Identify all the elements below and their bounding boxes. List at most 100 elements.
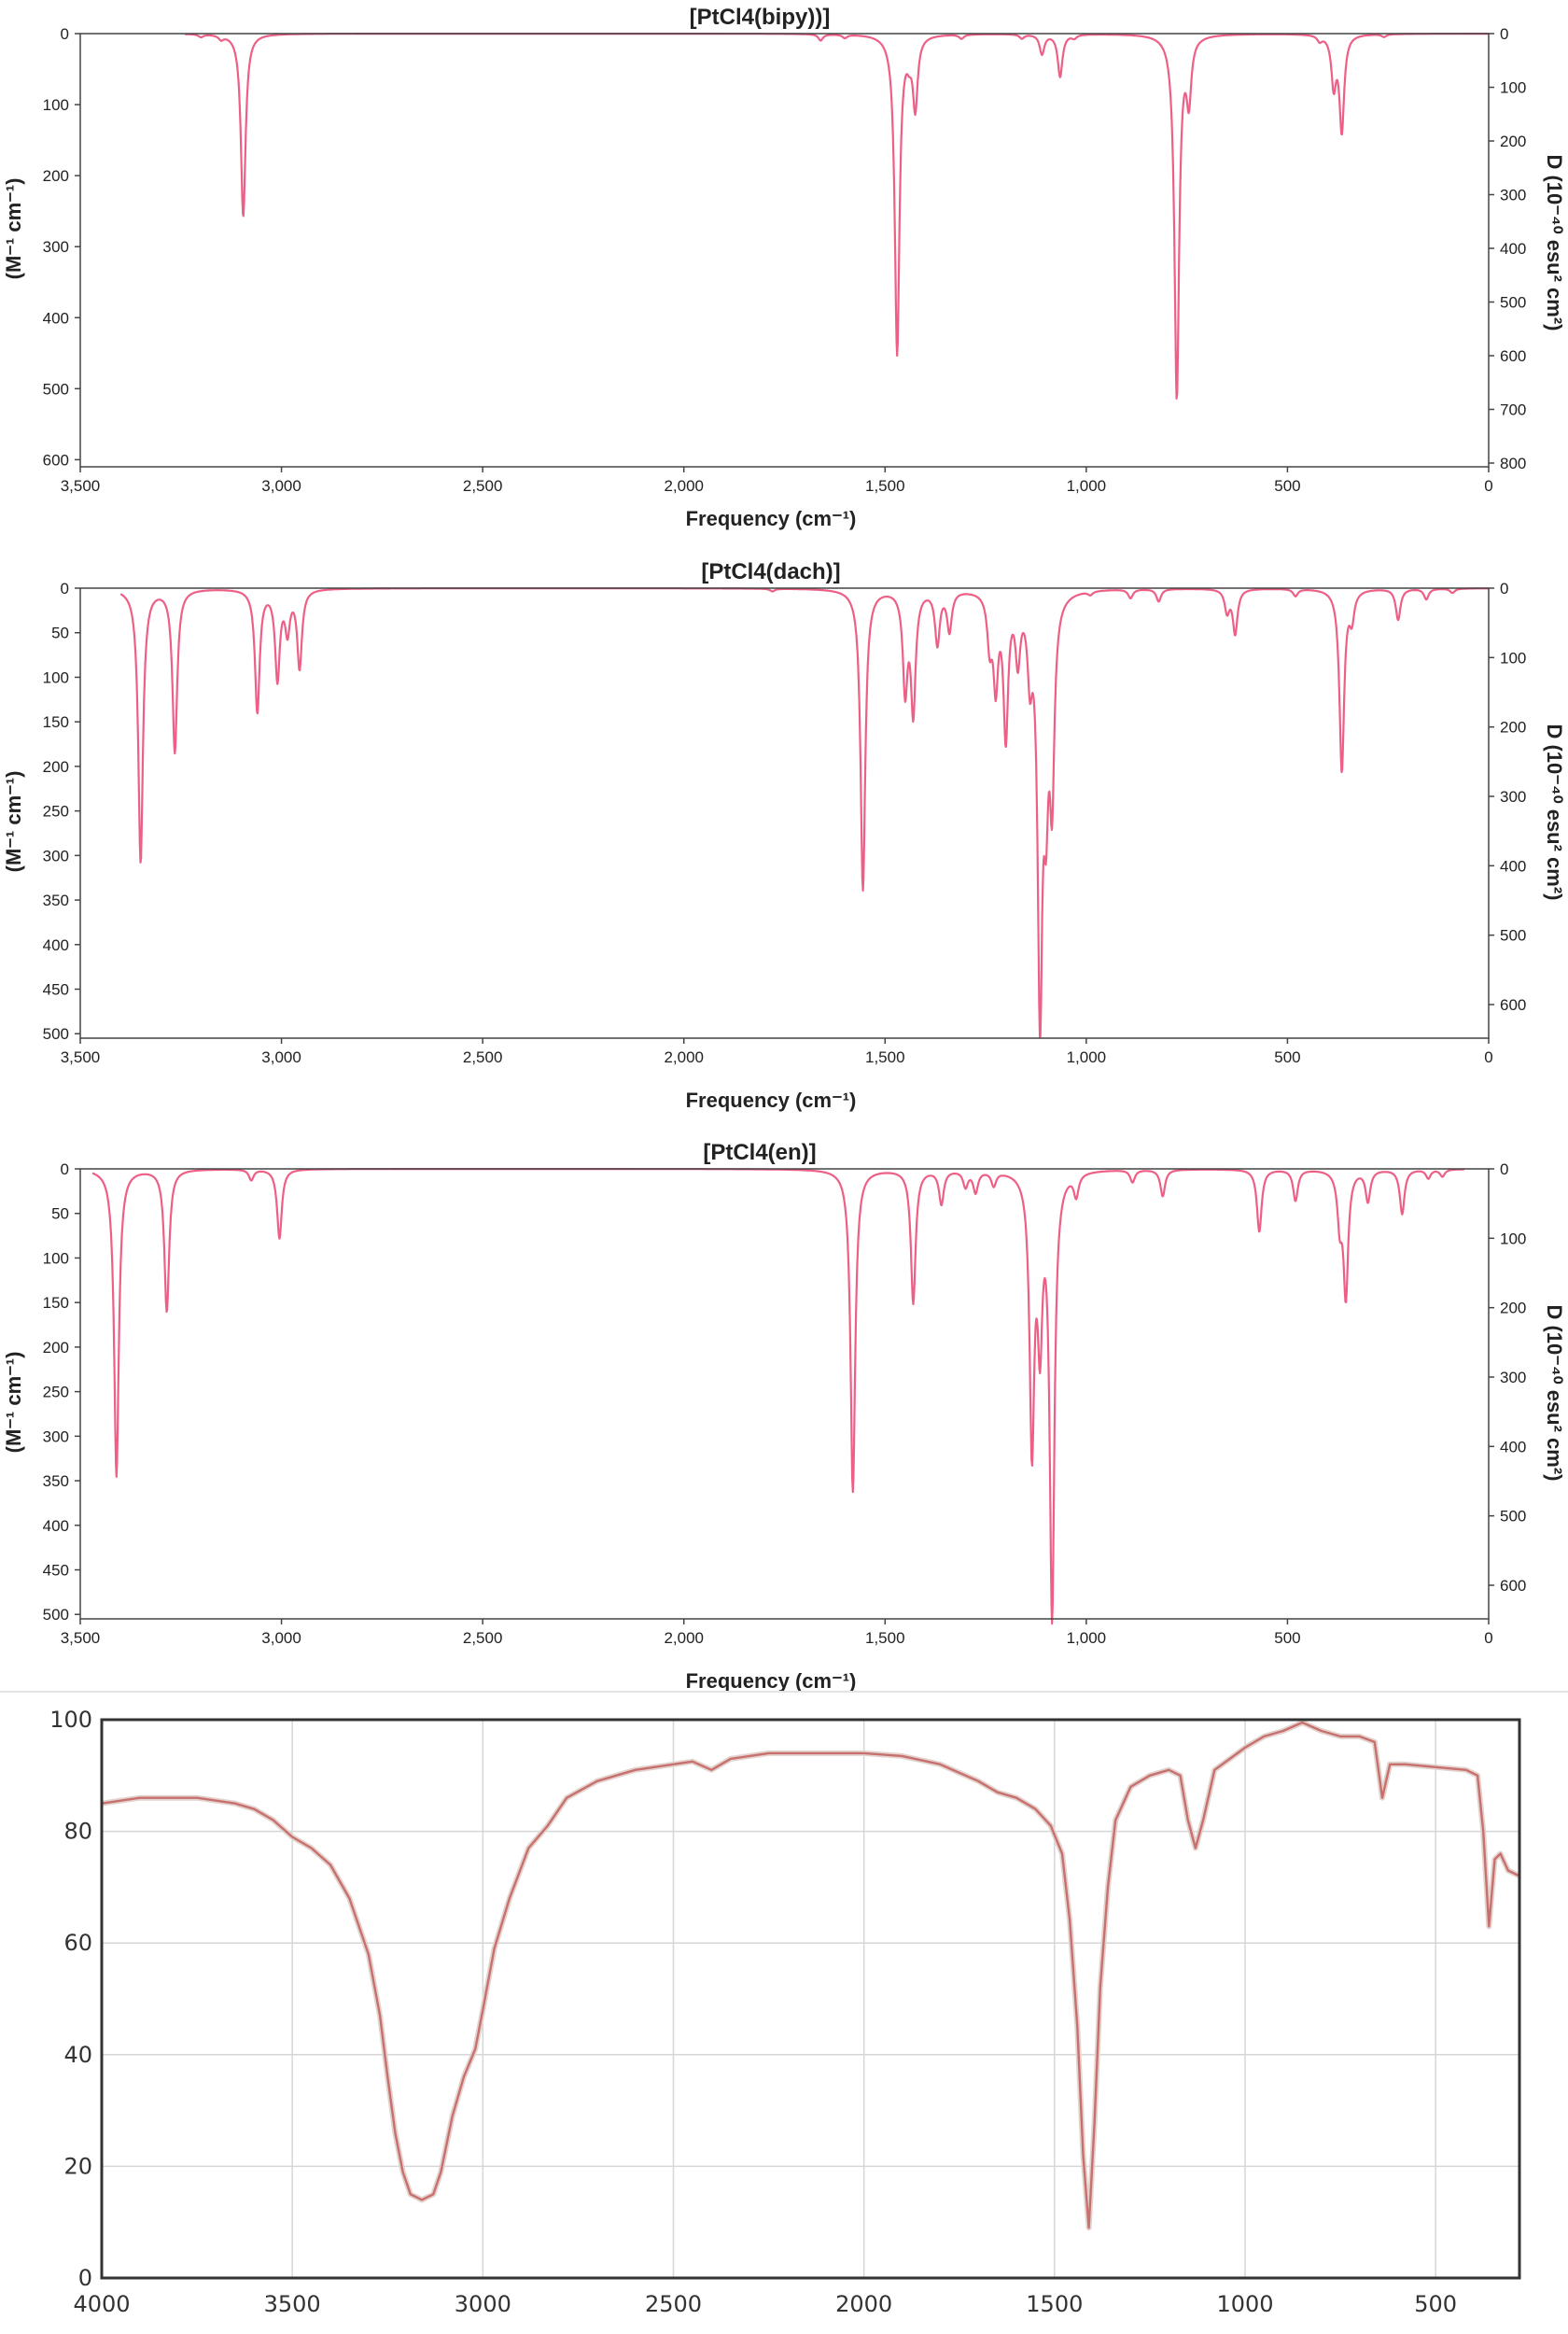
x-tick-label: 2,000 [664, 1629, 704, 1647]
y-left-tick-label: 600 [43, 451, 69, 469]
x-tick-label: 500 [1274, 477, 1300, 495]
grid-lines [101, 1719, 1519, 2279]
x-tick-label: 0 [1484, 1048, 1492, 1066]
chart-title: [PtCl4(bipy))] [690, 5, 831, 30]
chart-panel-dach: [PtCl4(dach)] (M⁻¹ cm⁻¹) D (10⁻⁴⁰ esu² c… [2, 559, 1566, 1112]
y-tick-label: 20 [63, 2153, 92, 2179]
y-left-tick-label: 0 [61, 580, 69, 598]
spectrum-line [101, 1721, 1520, 2229]
y-tick-label: 100 [49, 1707, 92, 1733]
y-right-tick-label: 200 [1500, 1300, 1526, 1317]
x-tick-label: 3,500 [61, 1048, 101, 1066]
y-right-tick-label: 400 [1500, 857, 1526, 875]
tick-labels: 4000 3500 3000 2500 2000 1500 1000 500 0 20 40 60 80… [49, 1707, 1457, 2317]
y-left-tick-label: 450 [43, 1562, 69, 1580]
y-left-tick-label: 250 [43, 803, 69, 821]
x-tick-label: 2000 [835, 2291, 892, 2317]
x-tick-label: 2,500 [463, 1048, 503, 1066]
plot-frame [79, 1168, 1490, 1620]
tick-labels: 3,500 3,000 2,500 2,000 1,500 1,000 500 0 0 50 100… [43, 1160, 1527, 1647]
y-left-tick-label: 0 [61, 1160, 69, 1178]
x-axis-label: Frequency (cm⁻¹) [686, 507, 857, 530]
y-axis-left-label: (M⁻¹ cm⁻¹) [2, 771, 25, 873]
x-tick-label: 1,500 [865, 1629, 905, 1647]
y-right-tick-label: 0 [1500, 580, 1508, 598]
y-axis-right-label: D (10⁻⁴⁰ esu² cm²) [1543, 154, 1566, 330]
x-tick-label: 3500 [264, 2291, 321, 2317]
y-right-tick-label: 200 [1500, 133, 1526, 150]
plot-frame [79, 33, 1490, 468]
x-tick-label: 2500 [645, 2291, 702, 2317]
x-tick-label: 3,500 [61, 477, 101, 495]
y-right-tick-label: 600 [1500, 996, 1526, 1014]
spectrum-line [119, 587, 1489, 1038]
x-tick-label: 1000 [1216, 2291, 1273, 2317]
y-left-tick-label: 100 [43, 96, 69, 114]
y-right-tick-label: 300 [1500, 1369, 1526, 1386]
x-tick-label: 2,000 [664, 477, 704, 495]
y-axis-right-label: D (10⁻⁴⁰ esu² cm²) [1543, 1304, 1566, 1481]
y-right-tick-label: 300 [1500, 187, 1526, 204]
plot-frame [79, 587, 1490, 1039]
y-left-tick-label: 300 [43, 847, 69, 865]
x-axis-label: Frequency (cm⁻¹) [686, 1669, 857, 1693]
y-right-tick-label: 500 [1500, 294, 1526, 312]
y-left-tick-label: 350 [43, 892, 69, 909]
plot-frame [100, 1718, 1521, 2280]
y-left-tick-label: 100 [43, 1249, 69, 1267]
y-left-tick-label: 500 [43, 380, 69, 398]
spectrum-line-shadow [101, 1720, 1521, 2231]
y-right-tick-label: 500 [1500, 927, 1526, 945]
y-right-tick-label: 600 [1500, 1577, 1526, 1595]
chart-title: [PtCl4(dach)] [701, 559, 840, 584]
y-axis-left-label: (M⁻¹ cm⁻¹) [2, 178, 25, 280]
y-left-tick-label: 300 [43, 1427, 69, 1445]
y-tick-label: 80 [63, 1819, 92, 1845]
y-tick-label: 0 [78, 2265, 92, 2291]
y-left-tick-label: 50 [51, 1205, 69, 1223]
y-right-tick-label: 0 [1500, 1160, 1508, 1178]
x-tick-label: 500 [1274, 1048, 1300, 1066]
x-tick-label: 1,000 [1067, 477, 1107, 495]
y-left-tick-label: 450 [43, 981, 69, 999]
y-left-tick-label: 500 [43, 1606, 69, 1624]
y-left-tick-label: 200 [43, 167, 69, 185]
spectrum-line [184, 33, 1490, 400]
y-left-tick-label: 200 [43, 1339, 69, 1357]
y-left-tick-label: 50 [51, 625, 69, 642]
x-tick-label: 1500 [1026, 2291, 1083, 2317]
y-left-tick-label: 250 [43, 1384, 69, 1401]
tick-labels: 3,500 3,000 2,500 2,000 1,500 1,000 500 0 0 100 20… [43, 25, 1527, 495]
x-tick-label: 0 [1484, 477, 1492, 495]
y-right-tick-label: 100 [1500, 649, 1526, 667]
spectrum-line [91, 1168, 1465, 1625]
x-tick-label: 1,500 [865, 477, 905, 495]
y-right-tick-label: 200 [1500, 719, 1526, 737]
y-axis-left-label: (M⁻¹ cm⁻¹) [2, 1352, 25, 1454]
x-axis-label: Frequency (cm⁻¹) [686, 1089, 857, 1112]
y-right-tick-label: 800 [1500, 455, 1526, 472]
tick-labels: 3,500 3,000 2,500 2,000 1,500 1,000 500 0 0 50 100… [43, 580, 1527, 1066]
x-tick-label: 3,500 [61, 1629, 101, 1647]
x-tick-label: 3,000 [261, 477, 301, 495]
x-tick-label: 3000 [455, 2291, 511, 2317]
x-tick-label: 3,000 [261, 1048, 301, 1066]
y-left-tick-label: 350 [43, 1472, 69, 1490]
y-axis-right-label: D (10⁻⁴⁰ esu² cm²) [1543, 724, 1566, 900]
x-tick-label: 500 [1274, 1629, 1300, 1647]
y-left-tick-label: 400 [43, 1517, 69, 1535]
chart-panel-transmittance: 4000 3500 3000 2500 2000 1500 1000 500 0 20 40 60 80… [0, 1691, 1568, 2317]
x-tick-label: 2,000 [664, 1048, 704, 1066]
chart-title: [PtCl4(en)] [703, 1140, 816, 1165]
y-right-tick-label: 300 [1500, 788, 1526, 806]
y-right-tick-label: 0 [1500, 25, 1508, 43]
x-tick-label: 3,000 [261, 1629, 301, 1647]
y-left-tick-label: 150 [43, 1294, 69, 1312]
y-tick-label: 60 [63, 1930, 92, 1956]
x-tick-label: 1,500 [865, 1048, 905, 1066]
y-right-tick-label: 100 [1500, 1230, 1526, 1247]
x-tick-label: 4000 [73, 2291, 130, 2317]
chart-panel-bipy: [PtCl4(bipy))] (M⁻¹ cm⁻¹) D (10⁻⁴⁰ esu² … [2, 5, 1566, 530]
x-tick-label: 1,000 [1067, 1629, 1107, 1647]
y-left-tick-label: 100 [43, 668, 69, 686]
